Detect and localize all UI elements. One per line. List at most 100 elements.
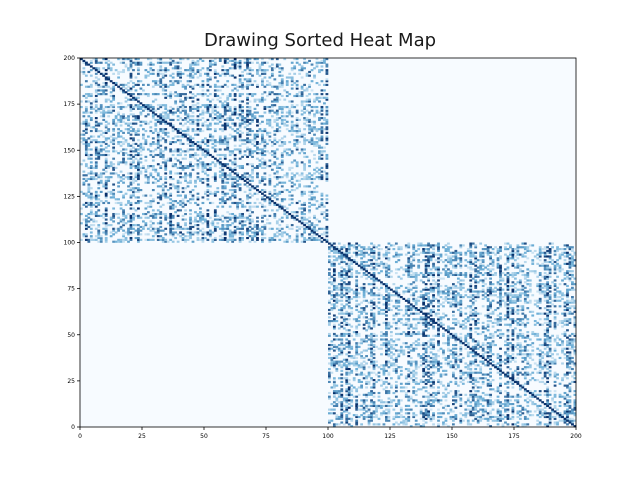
- heatmap-cell: [419, 412, 423, 415]
- heatmap-cell: [102, 58, 106, 61]
- heatmap-cell: [84, 201, 88, 205]
- heatmap-cell: [323, 170, 326, 173]
- heatmap-cell: [310, 129, 314, 133]
- heatmap-cell: [151, 80, 155, 83]
- heatmap-cell: [293, 58, 297, 61]
- heatmap-cell: [313, 120, 316, 123]
- heatmap-cell: [122, 85, 125, 88]
- heatmap-cell: [117, 227, 120, 230]
- heatmap-cell: [181, 214, 185, 217]
- heatmap-cell: [268, 83, 272, 86]
- heatmap-cell: [196, 141, 200, 144]
- heatmap-cell: [367, 327, 371, 330]
- heatmap-cell: [104, 69, 108, 72]
- heatmap-cell: [419, 279, 423, 282]
- heatmap-cell: [347, 259, 351, 262]
- heatmap-cell: [139, 216, 143, 219]
- heatmap-cell: [122, 209, 125, 212]
- heatmap-cell: [206, 126, 210, 129]
- heatmap-cell: [112, 129, 116, 133]
- heatmap-cell: [323, 61, 326, 64]
- heatmap-cell: [268, 196, 272, 199]
- heatmap-cell: [412, 294, 416, 297]
- heatmap-cell: [412, 415, 416, 419]
- heatmap-cell: [293, 183, 297, 186]
- heatmap-cell: [87, 238, 91, 241]
- heatmap-cell: [206, 78, 210, 81]
- heatmap-cell: [246, 59, 249, 62]
- heatmap-cell: [377, 307, 381, 310]
- heatmap-cell: [218, 166, 222, 169]
- heatmap-cell: [387, 323, 391, 326]
- heatmap-cell: [263, 144, 267, 147]
- heatmap-cell: [385, 251, 388, 254]
- heatmap-cell: [89, 104, 93, 107]
- heatmap-cell: [204, 142, 207, 146]
- heatmap-cell: [345, 270, 349, 273]
- heatmap-cell: [236, 207, 240, 210]
- heatmap-cell: [107, 111, 111, 114]
- heatmap-cell: [144, 129, 148, 133]
- heatmap-cell: [318, 69, 321, 72]
- heatmap-cell: [144, 115, 148, 118]
- heatmap-cell: [241, 142, 244, 146]
- heatmap-cell: [241, 85, 244, 88]
- heatmap-cell: [161, 238, 165, 241]
- heatmap-cell: [216, 218, 220, 221]
- heatmap-cell: [417, 242, 421, 245]
- heatmap-cell: [159, 72, 163, 75]
- heatmap-cell: [377, 417, 381, 420]
- heatmap-cell: [186, 113, 190, 116]
- heatmap-cell: [404, 286, 408, 289]
- heatmap-cell: [144, 122, 148, 125]
- heatmap-cell: [278, 207, 282, 210]
- heatmap-cell: [347, 307, 351, 310]
- heatmap-cell: [357, 314, 361, 317]
- heatmap-cell: [134, 122, 138, 125]
- heatmap-cell: [342, 404, 346, 408]
- heatmap-cell: [104, 126, 108, 129]
- heatmap-cell: [161, 83, 165, 86]
- heatmap-cell: [253, 93, 257, 96]
- heatmap-cell: [146, 105, 150, 109]
- heatmap-cell: [350, 369, 354, 372]
- heatmap-cell: [228, 74, 232, 77]
- heatmap-cell: [223, 155, 227, 158]
- heatmap-cell: [186, 227, 190, 230]
- heatmap-cell: [362, 364, 366, 367]
- heatmap-cell: [174, 172, 178, 175]
- heatmap-cell: [332, 338, 336, 341]
- heatmap-cell: [218, 89, 222, 92]
- heatmap-cell: [191, 74, 195, 77]
- heatmap-cell: [412, 299, 416, 302]
- heatmap-cell: [293, 188, 297, 192]
- heatmap-cell: [303, 165, 306, 168]
- heatmap-cell: [362, 296, 366, 299]
- heatmap-cell: [233, 63, 237, 66]
- heatmap-cell: [285, 172, 289, 175]
- heatmap-cell: [372, 382, 376, 385]
- heatmap-cell: [325, 137, 329, 140]
- heatmap-cell: [305, 61, 309, 64]
- heatmap-cell: [362, 307, 366, 310]
- heatmap-cell: [305, 117, 309, 120]
- heatmap-cell: [280, 142, 284, 146]
- heatmap-cell: [137, 159, 140, 162]
- heatmap-cell: [248, 141, 252, 144]
- heatmap-cell: [122, 105, 125, 109]
- heatmap-cell: [293, 139, 297, 142]
- heatmap-cell: [332, 272, 336, 275]
- heatmap-cell: [367, 259, 371, 262]
- heatmap-cell: [355, 260, 359, 264]
- heatmap-cell: [315, 93, 319, 96]
- heatmap-cell: [109, 190, 113, 193]
- heatmap-cell: [226, 144, 230, 147]
- heatmap-cells: [80, 58, 577, 428]
- heatmap-cell: [407, 260, 411, 264]
- heatmap-cell: [82, 61, 86, 64]
- heatmap-cell: [295, 146, 299, 149]
- heatmap-cell: [328, 246, 331, 249]
- heatmap-cell: [340, 308, 344, 312]
- heatmap-cell: [142, 120, 145, 123]
- heatmap-cell: [144, 201, 148, 205]
